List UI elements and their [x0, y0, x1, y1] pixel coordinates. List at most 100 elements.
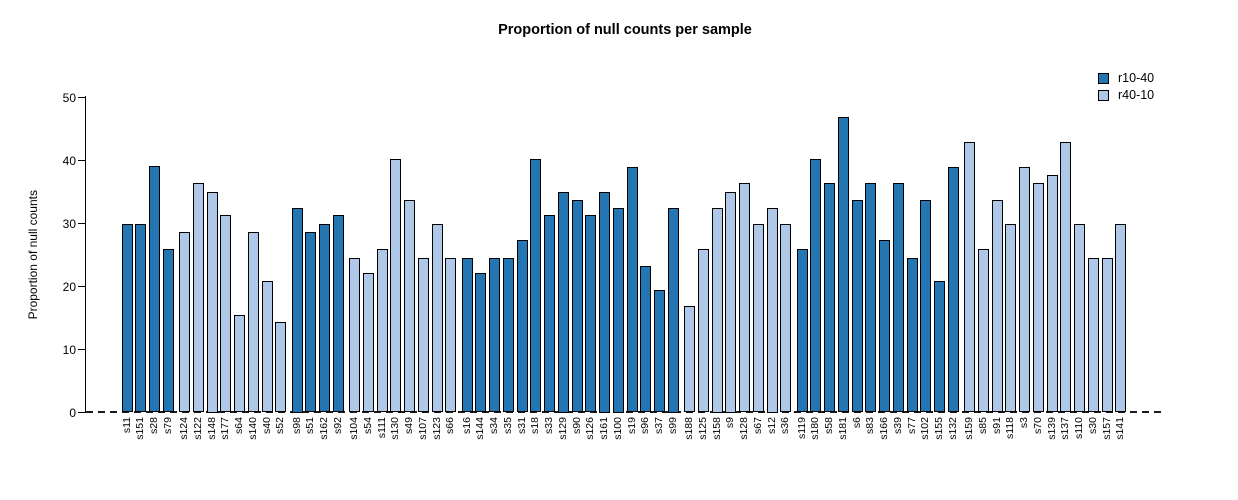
bar-s107	[417, 257, 429, 413]
x-tick-label-s139: s139	[1045, 417, 1058, 440]
x-tick-label-s91: s91	[990, 417, 1003, 434]
x-tick-label-s12: s12	[765, 417, 778, 434]
x-tick-label-s19: s19	[625, 417, 638, 434]
y-tick-label: 50	[62, 90, 76, 105]
bar-s99	[667, 207, 679, 413]
bar-s83	[865, 183, 877, 413]
bar-s118	[1005, 224, 1017, 413]
x-tick-label-s34: s34	[488, 417, 500, 434]
x-tick-label-s102: s102	[919, 417, 932, 440]
x-tick-label-s188: s188	[683, 417, 695, 440]
x-tick-label-s92: s92	[331, 417, 344, 434]
bar-s40	[261, 281, 273, 413]
bar-s144	[475, 272, 487, 413]
x-tick-label-s99: s99	[666, 417, 679, 434]
bar-s54	[362, 272, 374, 413]
bar-s119	[796, 248, 808, 413]
legend-entry-r40-10: r40-10	[1098, 89, 1154, 102]
x-tick-label-s70: s70	[1031, 417, 1044, 434]
x-tick-label-s98: s98	[290, 417, 303, 434]
x-tick-label-s96: s96	[639, 417, 652, 434]
x-tick-label-s151: s151	[134, 417, 147, 440]
x-tick-label-s119: s119	[795, 417, 808, 439]
x-tick-label-s148: s148	[205, 417, 218, 440]
x-tick-label-s3: s3	[1018, 417, 1030, 429]
bar-s79	[162, 249, 174, 413]
x-tick-label-s54: s54	[361, 417, 374, 434]
bar-s129	[557, 192, 569, 413]
x-tick-label-s100: s100	[611, 417, 624, 440]
y-tick-label: 40	[62, 153, 76, 168]
bar-s128	[739, 183, 750, 413]
bar-s33	[544, 215, 555, 413]
x-tick-label-s107: s107	[416, 417, 429, 440]
bar-s140	[247, 232, 259, 413]
x-tick-label-s158: s158	[710, 417, 723, 440]
x-tick-label-s125: s125	[696, 417, 709, 440]
bar-s161	[599, 192, 610, 413]
bar-s137	[1060, 141, 1072, 413]
x-tick-label-s118: s118	[1004, 417, 1017, 439]
x-tick-label-s180: s180	[809, 417, 822, 440]
bar-s92	[332, 215, 344, 413]
y-axis-line	[85, 96, 86, 413]
x-tick-label-s155: s155	[933, 417, 945, 440]
x-tick-label-s144: s144	[474, 417, 487, 440]
legend-label: r10-40	[1118, 71, 1155, 85]
bar-s130	[390, 159, 402, 413]
bar-s157	[1101, 257, 1113, 413]
chart-title: Proportion of null counts per sample	[498, 22, 752, 38]
bar-s123	[431, 224, 443, 413]
x-tick-label-s85: s85	[976, 417, 989, 434]
y-tick-mark	[78, 223, 85, 224]
bar-s39	[892, 183, 904, 413]
bar-s16	[461, 257, 473, 413]
x-tick-label-s181: s181	[836, 417, 849, 440]
x-tick-label-s122: s122	[191, 417, 204, 440]
x-tick-label-s141: s141	[1114, 417, 1127, 440]
legend-swatch-icon	[1098, 73, 1109, 84]
x-tick-label-s161: s161	[598, 417, 610, 440]
bar-s166	[879, 239, 890, 413]
legend-label: r40-10	[1118, 88, 1155, 102]
x-tick-label-s28: s28	[148, 417, 160, 434]
legend-entry-r10-40: r10-40	[1098, 72, 1154, 85]
x-tick-label-s67: s67	[751, 417, 764, 434]
x-tick-label-s64: s64	[233, 417, 245, 434]
y-tick-label: 10	[62, 342, 76, 357]
bar-s35	[502, 257, 514, 413]
bar-s122	[192, 183, 204, 413]
bar-s66	[445, 257, 457, 413]
x-tick-label-s39: s39	[891, 417, 904, 434]
bar-s34	[489, 257, 500, 413]
x-tick-label-s18: s18	[529, 417, 542, 434]
bar-s141	[1115, 224, 1127, 413]
bar-s148	[206, 192, 218, 413]
x-tick-label-s37: s37	[653, 417, 665, 434]
y-tick-label: 20	[62, 279, 76, 294]
x-tick-label-s132: s132	[946, 417, 959, 440]
x-tick-label-s35: s35	[501, 417, 514, 434]
bar-s67	[752, 224, 764, 413]
y-tick-mark	[78, 286, 85, 287]
x-tick-label-s111: s111	[375, 417, 388, 439]
y-tick-mark	[78, 97, 85, 98]
bar-s36	[780, 224, 792, 413]
bar-s96	[640, 265, 652, 413]
bar-s85	[977, 248, 989, 413]
x-tick-label-s129: s129	[556, 417, 569, 440]
bar-s12	[766, 207, 778, 413]
bar-s98	[291, 207, 303, 413]
x-tick-label-s110: s110	[1073, 417, 1085, 439]
x-tick-label-s162: s162	[318, 417, 330, 440]
bar-s155	[934, 281, 945, 413]
y-tick-mark	[78, 349, 85, 350]
x-tick-label-s140: s140	[246, 417, 259, 440]
x-tick-label-s123: s123	[430, 417, 443, 440]
bar-s19	[626, 166, 638, 413]
bar-s90	[571, 199, 583, 413]
bar-s159	[964, 141, 975, 413]
x-tick-label-s30: s30	[1086, 417, 1099, 434]
x-tick-label-s177: s177	[219, 417, 232, 440]
